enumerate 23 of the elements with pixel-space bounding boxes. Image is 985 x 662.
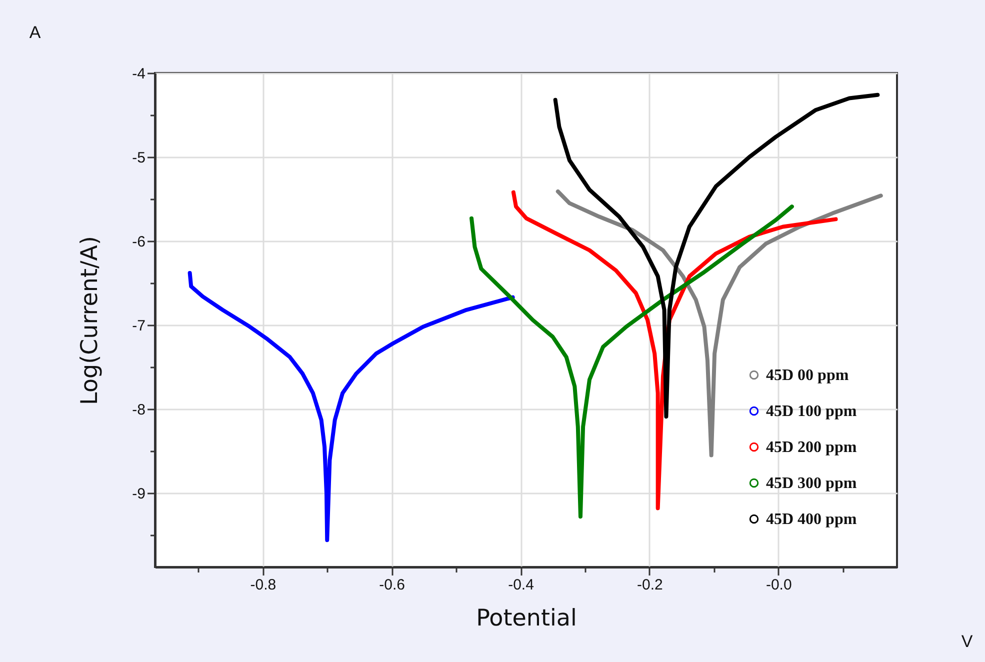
x-tick-label: -0.4 [508, 576, 534, 594]
legend-label: 45D 00 ppm [766, 367, 850, 384]
text: V [961, 632, 974, 651]
legend-label: 45D 200 ppm [766, 439, 858, 456]
x-axis-title: Potential [476, 606, 577, 632]
y-tick-label: -6 [132, 234, 146, 251]
y-axis-title: Log(Current/A) [77, 236, 104, 405]
legend-label: 45D 300 ppm [766, 475, 858, 492]
legend-label: 45D 100 ppm [766, 403, 858, 420]
y-tick-label: -9 [132, 486, 146, 503]
line-series [556, 189, 883, 458]
x-tick-label: -0.2 [637, 576, 663, 594]
x-tick-label: -0.0 [766, 576, 792, 594]
x-tick-label: -0.8 [250, 576, 276, 594]
line-series [553, 92, 880, 419]
y-tick-label: -7 [132, 318, 146, 335]
x-tick-label: -0.6 [379, 576, 406, 594]
text: A [29, 23, 42, 42]
line-series [188, 270, 515, 542]
y-tick-label: -8 [132, 402, 146, 419]
y-tick-label: -4 [132, 66, 146, 82]
legend-label: 45D 400 ppm [766, 511, 858, 528]
y-tick-label: -5 [132, 150, 146, 167]
